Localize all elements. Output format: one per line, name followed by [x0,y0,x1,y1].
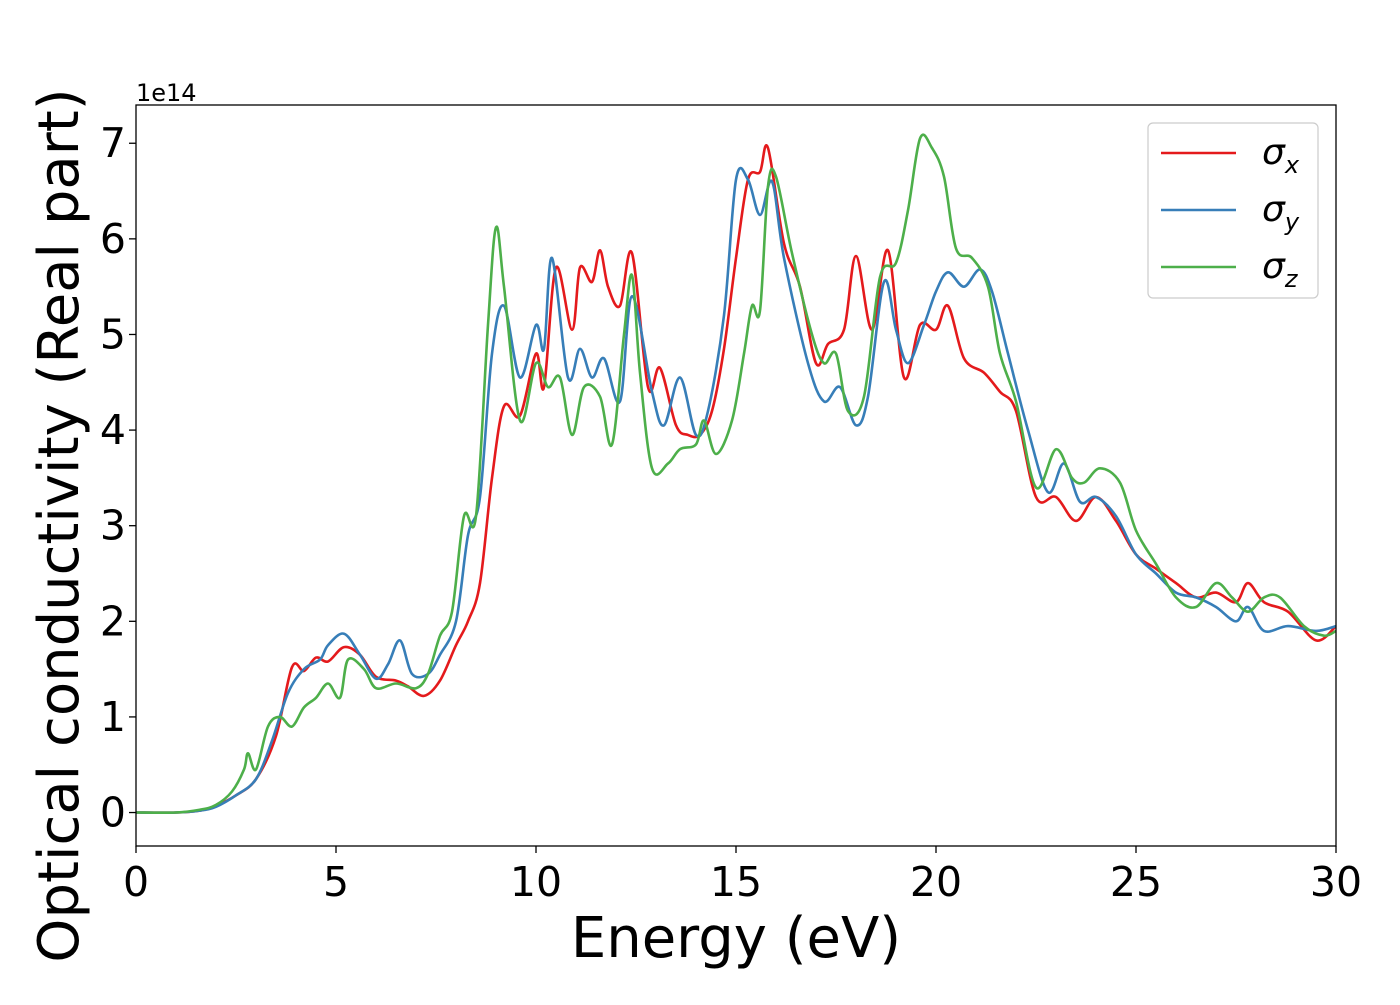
x-tick-label: 20 [910,858,962,906]
legend-label-1: σy [1262,189,1300,236]
x-tick-label: 5 [323,858,349,906]
x-axis-title: Energy (eV) [571,906,901,971]
x-tick-label: 30 [1310,858,1362,906]
legend: σx σy σz [1147,122,1319,299]
y-tick-label: 3 [100,502,126,550]
y-tick-label: 1 [100,693,126,741]
y-tick-label: 6 [100,215,126,263]
series-group [136,133,1336,815]
y-tick-label: 7 [100,119,126,167]
y-tick-label: 0 [100,789,126,837]
legend-label-0: σx [1262,132,1300,179]
y-offset-label: 1e14 [136,79,197,107]
series-line-2 [136,133,1336,815]
x-tick-label: 15 [710,858,762,906]
legend-label-2: σz [1262,246,1299,293]
x-tick-label: 25 [1110,858,1162,906]
y-tick-label: 2 [100,597,126,645]
x-tick-label: 10 [510,858,562,906]
plot-frame [135,104,1337,847]
y-axis-title: Optical conductivity (Real part) [27,88,92,962]
axes-group: 0 5 10 15 20 25 30 0 1 2 3 4 5 6 7 [100,119,1362,906]
y-tick-label: 4 [100,406,126,454]
x-tick-label: 0 [123,858,149,906]
y-tick-label: 5 [100,310,126,358]
frame-group [135,104,1337,847]
